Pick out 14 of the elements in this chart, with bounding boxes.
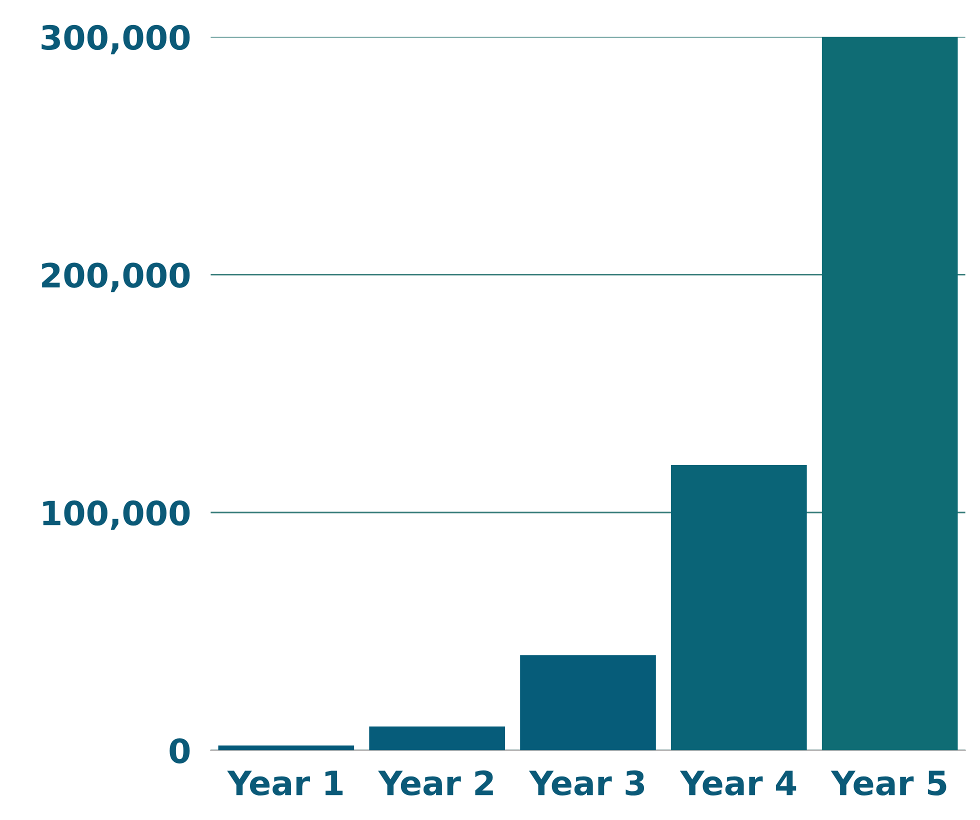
y-tick-label: 0	[170, 738, 190, 764]
y-tick-label: 100,000	[43, 500, 190, 530]
y-tick-label: 200,000	[42, 262, 190, 292]
bar	[671, 464, 807, 750]
bar	[822, 36, 958, 750]
x-tick-label: Year 4	[680, 770, 796, 796]
x-tick-label: Year 3	[528, 770, 644, 796]
x-tick-label: Year 1	[227, 770, 343, 796]
bar	[369, 726, 505, 750]
x-tick-label: Year 2	[378, 770, 493, 796]
bar	[218, 746, 354, 750]
x-tick-label: Year 5	[830, 770, 946, 796]
bar	[520, 655, 656, 750]
y-tick-label: 300,000	[42, 24, 190, 54]
